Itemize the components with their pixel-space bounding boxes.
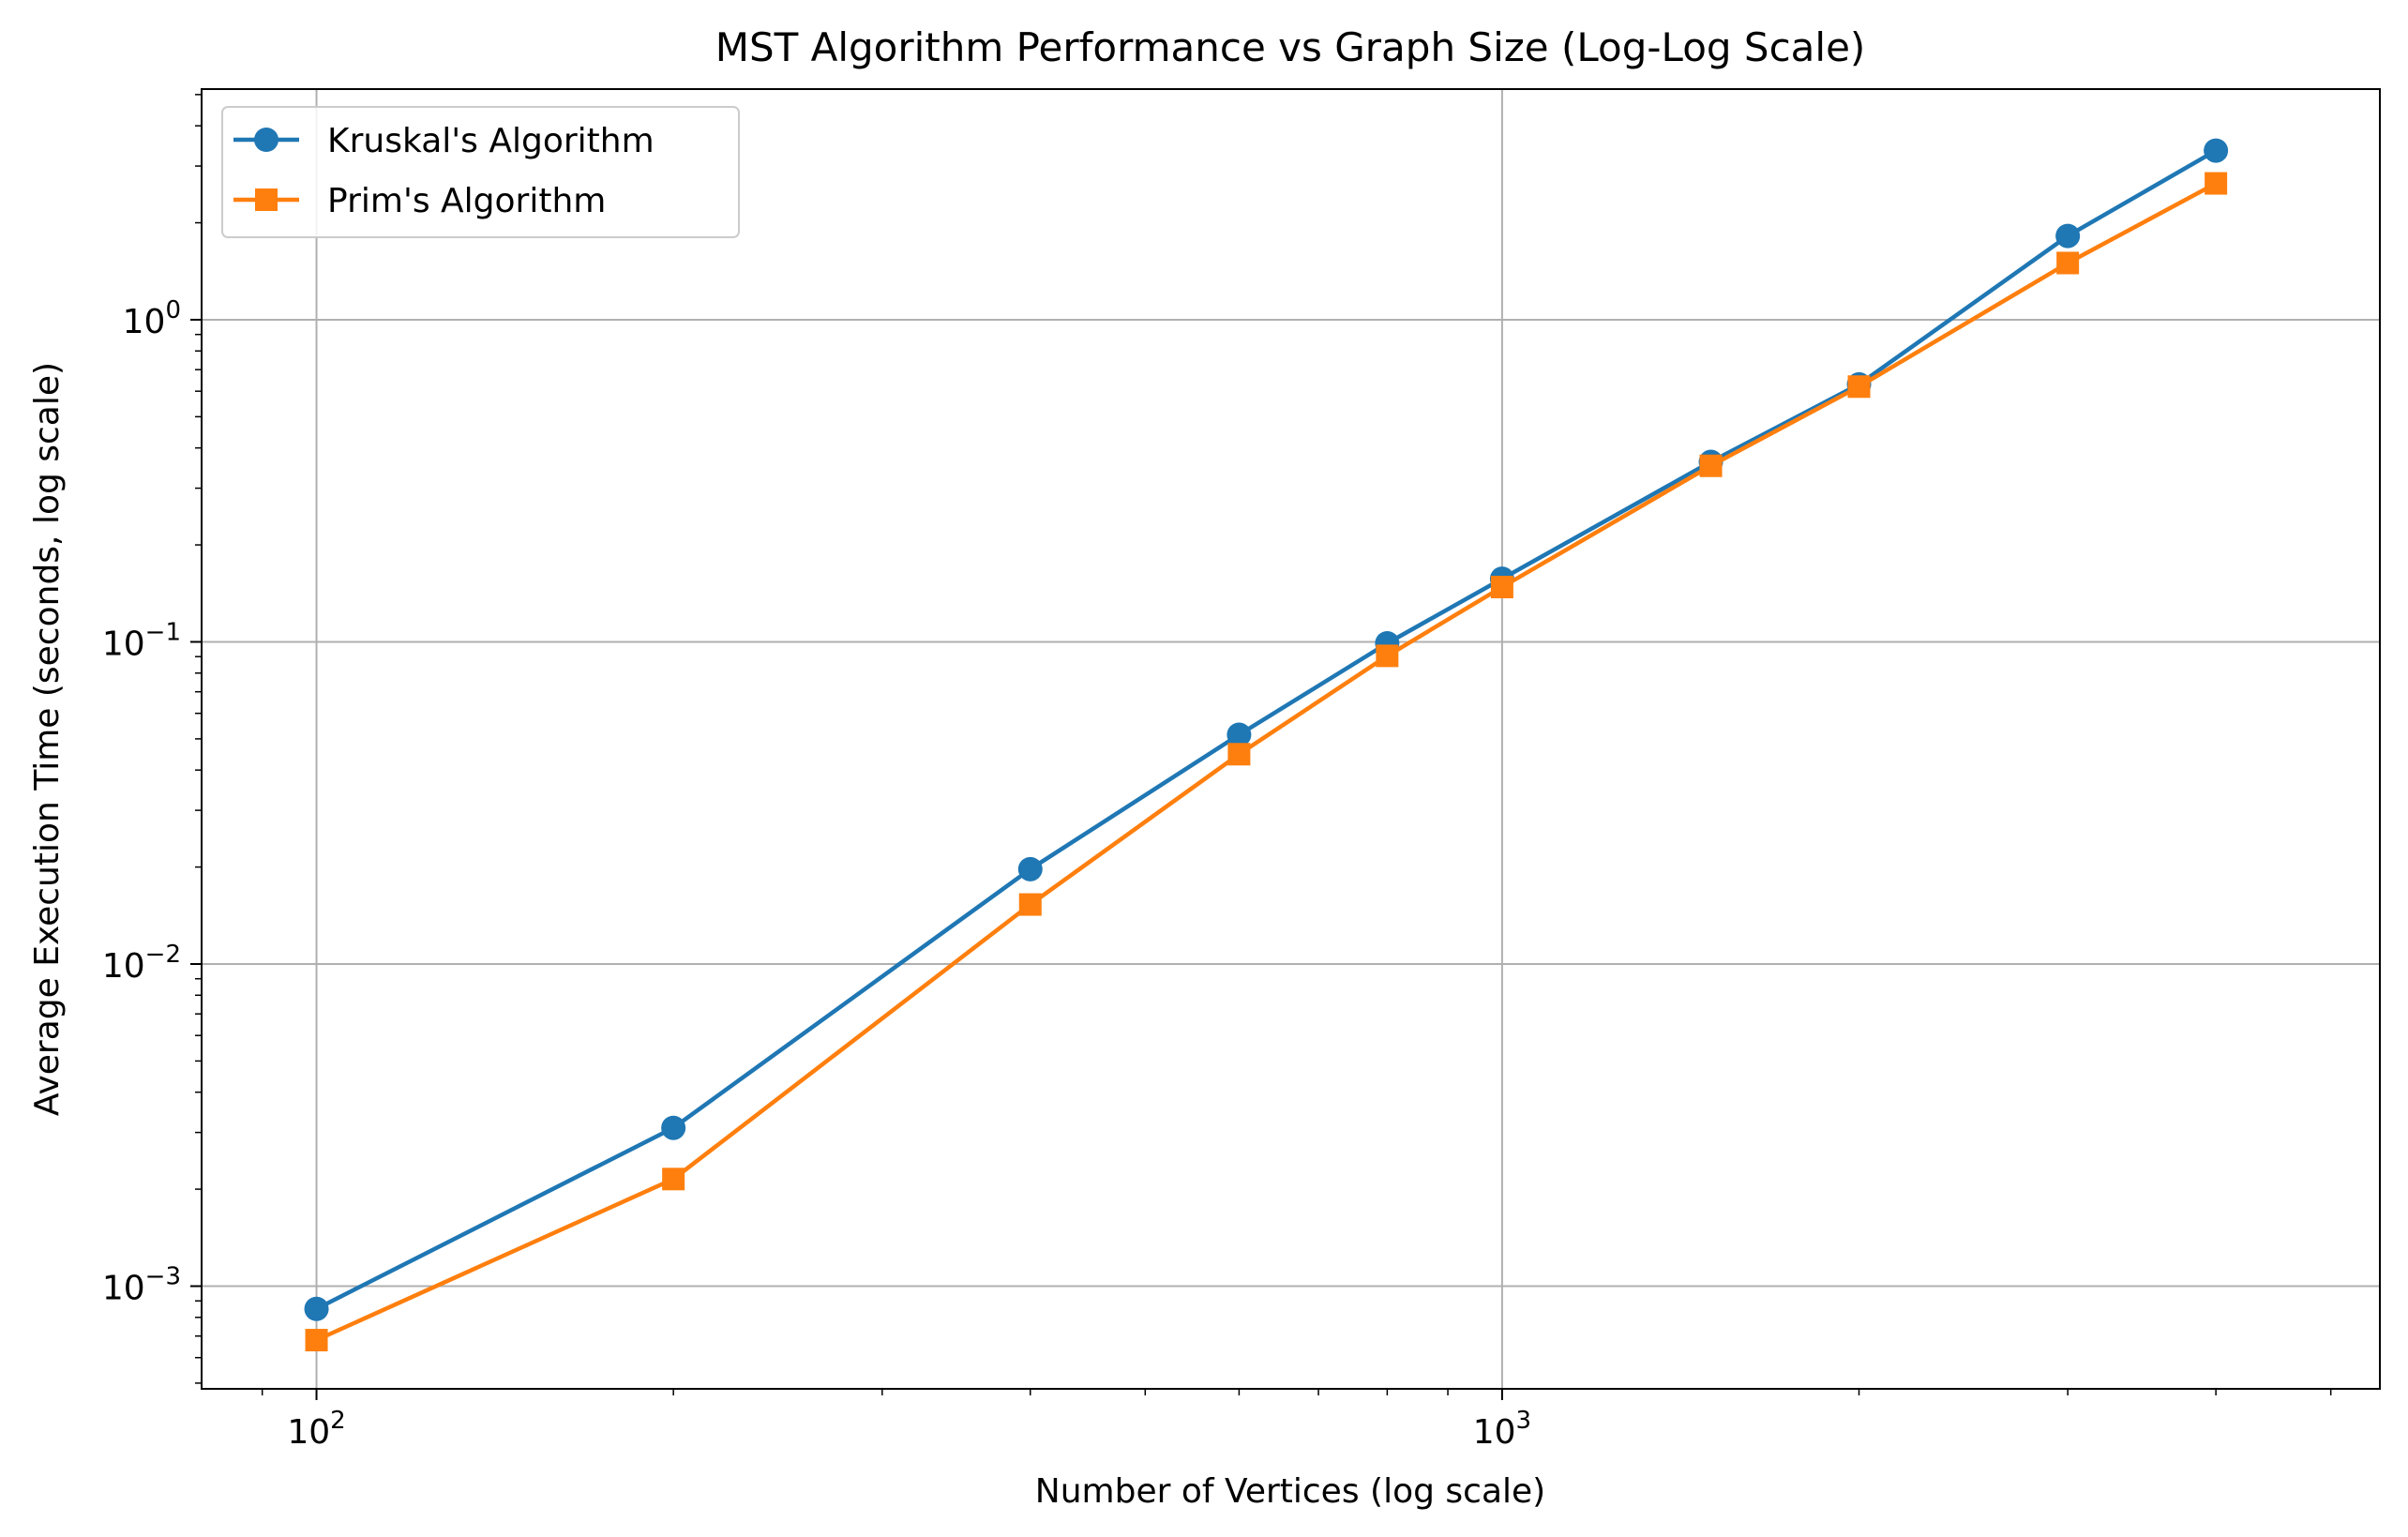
data-point [662,1168,685,1191]
legend-marker [254,128,278,152]
legend: Kruskal's Algorithm Prim's Algorithm [221,106,740,238]
x-tick-label: 103 [1473,1407,1531,1452]
y-tick-label: 10−1 [102,618,181,663]
data-point [2055,223,2081,249]
data-point [1017,856,1043,882]
y-tick-label: 100 [123,296,181,341]
y-axis-label: Average Execution Time (seconds, log sca… [28,362,67,1116]
series-line [315,148,2218,1311]
data-point [2056,251,2080,275]
axis-ticks: 102 103 10−3 10−2 10−1 100 [102,94,2332,1452]
x-tick-label: 102 [287,1407,345,1452]
x-axis-label: Number of Vertices (log scale) [1035,1472,1545,1511]
legend-label: Prim's Algorithm [327,182,606,220]
data-point [1490,575,1513,598]
data-point [2205,172,2228,195]
data-point [305,1329,328,1352]
chart-title: MST Algorithm Performance vs Graph Size … [715,24,1866,70]
legend-marker [255,188,278,211]
y-tick-label: 10−2 [102,941,181,986]
legend-box [221,106,740,238]
data-point [304,1296,329,1321]
data-point [1018,893,1042,916]
data-point [1376,644,1399,668]
y-tick-label: 10−3 [102,1263,181,1308]
plot-series [304,138,2229,1352]
grid-lines [202,89,2380,1389]
data-point [661,1115,686,1140]
data-point [1227,743,1251,766]
data-point [1227,722,1252,747]
series-line [315,181,2218,1343]
legend-label: Kruskal's Algorithm [327,122,655,160]
legend-entry: Kruskal's Algorithm [233,122,655,160]
data-point [1847,375,1871,399]
series-2 [305,172,2228,1352]
data-point [2204,138,2229,163]
legend-entry: Prim's Algorithm [233,182,606,220]
data-point [1699,454,1723,477]
